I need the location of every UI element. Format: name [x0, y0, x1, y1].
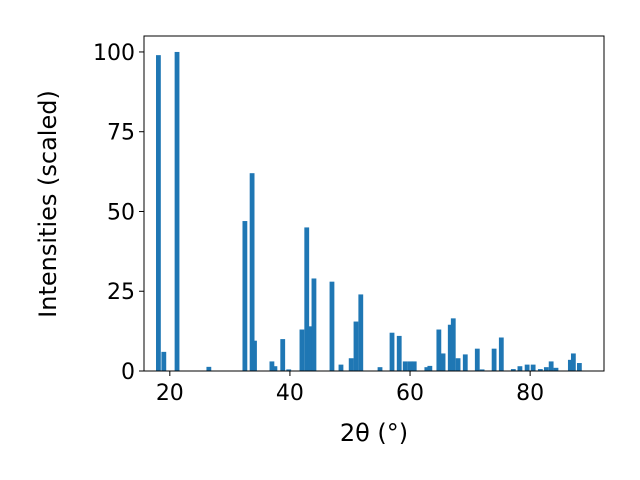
bar	[304, 227, 310, 371]
bar	[517, 366, 523, 371]
bar	[576, 363, 582, 371]
bar	[424, 367, 430, 371]
bar	[272, 366, 278, 371]
y-tick-label: 75	[107, 121, 135, 146]
bar	[206, 366, 212, 371]
bar	[252, 340, 257, 371]
bar	[543, 367, 549, 371]
bar	[524, 364, 530, 371]
bar	[450, 318, 456, 371]
bar	[338, 364, 344, 371]
bar	[242, 221, 248, 371]
x-tick-label: 20	[156, 381, 184, 406]
bar	[447, 324, 453, 371]
y-tick-label: 25	[107, 280, 135, 305]
bar	[498, 337, 504, 371]
bar	[570, 353, 576, 371]
bar	[161, 351, 167, 371]
x-tick-label: 40	[276, 381, 304, 406]
x-axis-label: 2θ (°)	[340, 419, 408, 447]
bar	[440, 353, 446, 371]
bar	[462, 354, 468, 371]
bar	[280, 339, 286, 371]
bar	[174, 51, 180, 371]
bar	[353, 321, 359, 371]
bar	[329, 281, 335, 371]
bar	[455, 358, 461, 371]
bar	[553, 367, 559, 371]
bar	[510, 369, 516, 371]
bar	[567, 359, 573, 371]
bar	[436, 329, 442, 371]
bar	[537, 369, 543, 371]
bar	[249, 173, 255, 371]
bar	[307, 326, 313, 371]
x-tick-label: 60	[396, 381, 424, 406]
bar	[411, 361, 417, 371]
plot-frame	[143, 35, 605, 372]
bar	[479, 369, 485, 371]
bar	[286, 369, 292, 371]
y-tick-label: 0	[121, 360, 135, 385]
bar	[311, 278, 317, 371]
bar	[156, 55, 161, 372]
bar	[407, 361, 413, 371]
y-axis-label: Intensities (scaled)	[34, 90, 62, 318]
x-tick-label: 80	[516, 381, 544, 406]
bar	[530, 364, 536, 371]
bar	[348, 358, 354, 371]
y-tick-label: 50	[107, 200, 135, 225]
bar	[358, 294, 364, 371]
bar	[299, 329, 305, 371]
bar	[402, 361, 408, 371]
bar	[389, 332, 395, 371]
bar	[396, 335, 402, 371]
bar	[474, 348, 480, 371]
bar	[377, 367, 383, 371]
bar	[548, 361, 554, 371]
bar	[427, 365, 433, 371]
y-tick-label: 100	[93, 41, 135, 66]
bar	[269, 361, 275, 371]
bar	[491, 348, 497, 371]
